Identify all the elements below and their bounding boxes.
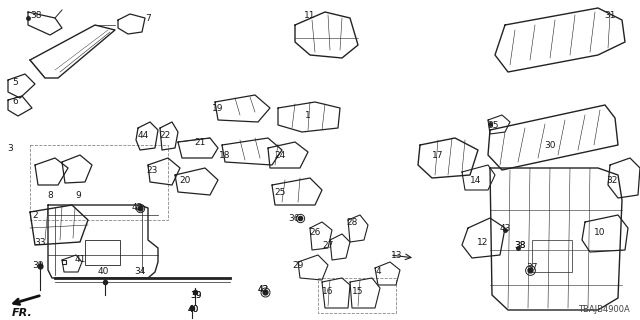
Text: FR.: FR.	[12, 308, 33, 318]
Text: 43: 43	[499, 223, 511, 233]
Text: 33: 33	[35, 237, 45, 246]
Text: 44: 44	[138, 131, 148, 140]
Bar	[532, 240, 572, 272]
Bar	[85, 240, 120, 265]
Text: 40: 40	[97, 268, 109, 276]
Text: 38: 38	[30, 11, 42, 20]
Text: 38: 38	[515, 241, 525, 250]
Text: 1: 1	[305, 110, 311, 119]
Text: 41: 41	[74, 255, 86, 265]
Text: 35: 35	[487, 121, 499, 130]
Text: 10: 10	[595, 228, 605, 236]
Text: 6: 6	[12, 97, 18, 106]
Text: 40: 40	[188, 306, 198, 315]
Text: 36: 36	[288, 213, 300, 222]
Text: 15: 15	[352, 287, 364, 297]
Text: 9: 9	[75, 190, 81, 199]
Text: 5: 5	[12, 77, 18, 86]
Text: 30: 30	[544, 140, 556, 149]
Text: 17: 17	[432, 150, 444, 159]
Bar	[30, 145, 168, 220]
Text: 8: 8	[47, 190, 53, 199]
Text: 25: 25	[275, 188, 285, 196]
Text: 38: 38	[515, 241, 525, 250]
Text: 39: 39	[190, 291, 202, 300]
Text: 3: 3	[7, 143, 13, 153]
Text: 42: 42	[257, 285, 269, 294]
Text: 42: 42	[131, 203, 143, 212]
Text: 34: 34	[134, 268, 146, 276]
Text: 19: 19	[212, 103, 224, 113]
Text: 12: 12	[477, 237, 489, 246]
Text: 27: 27	[323, 241, 333, 250]
Text: 28: 28	[346, 218, 358, 227]
Text: 16: 16	[323, 287, 333, 297]
Text: 20: 20	[179, 175, 191, 185]
Text: 26: 26	[309, 228, 321, 236]
Text: 24: 24	[275, 150, 285, 159]
Text: 39: 39	[190, 291, 202, 300]
Text: 7: 7	[145, 13, 151, 22]
Text: 29: 29	[292, 260, 304, 269]
Text: TBAJB4900A: TBAJB4900A	[579, 306, 630, 315]
Text: 23: 23	[147, 165, 157, 174]
Text: 22: 22	[159, 131, 171, 140]
Text: 21: 21	[195, 138, 205, 147]
Text: 40: 40	[188, 306, 198, 315]
Text: 11: 11	[304, 11, 316, 20]
Text: 2: 2	[32, 211, 38, 220]
Text: 37: 37	[526, 263, 538, 273]
Text: 14: 14	[470, 175, 482, 185]
Text: 13: 13	[391, 251, 403, 260]
Text: 32: 32	[606, 175, 618, 185]
Bar	[318, 278, 396, 313]
Text: 39: 39	[32, 260, 44, 269]
Text: 42: 42	[257, 285, 269, 294]
Text: 4: 4	[375, 268, 381, 276]
Text: 18: 18	[220, 150, 231, 159]
Text: 31: 31	[604, 11, 616, 20]
